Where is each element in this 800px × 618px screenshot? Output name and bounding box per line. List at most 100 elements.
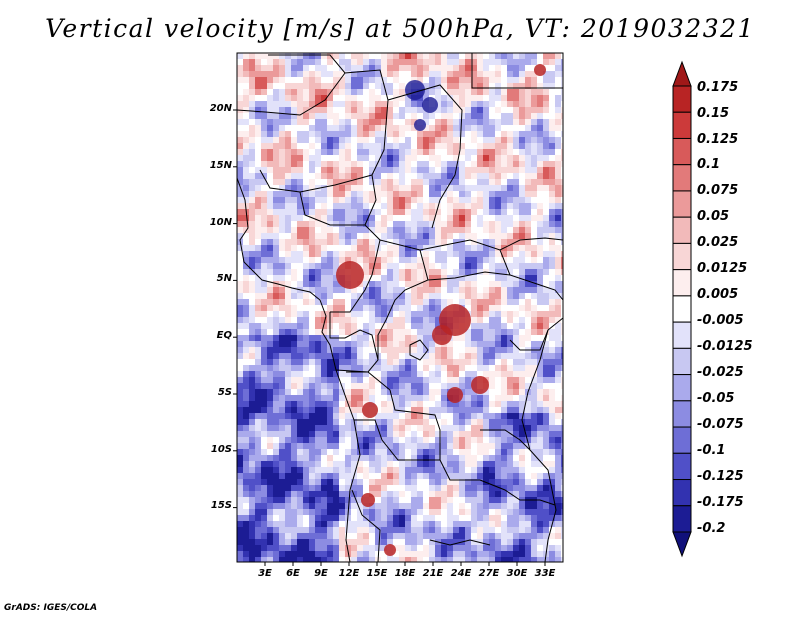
field-cell	[363, 473, 370, 480]
field-cell	[453, 461, 460, 468]
field-cell	[237, 233, 244, 240]
field-cell	[375, 179, 382, 186]
field-cell	[345, 197, 352, 204]
field-cell	[333, 95, 340, 102]
field-cell	[267, 311, 274, 318]
field-cell	[519, 137, 526, 144]
field-cell	[315, 419, 322, 426]
field-cell	[405, 509, 412, 516]
field-cell	[399, 467, 406, 474]
field-cell	[339, 317, 346, 324]
field-cell	[489, 203, 496, 210]
field-cell	[363, 227, 370, 234]
field-cell	[369, 131, 376, 138]
field-cell	[543, 419, 550, 426]
field-cell	[477, 221, 484, 228]
field-cell	[441, 263, 448, 270]
field-cell	[339, 473, 346, 480]
field-cell	[387, 203, 394, 210]
field-cell	[243, 509, 250, 516]
field-cell	[471, 443, 478, 450]
field-cell	[465, 281, 472, 288]
field-cell	[321, 251, 328, 258]
field-cell	[315, 119, 322, 126]
field-cell	[531, 131, 538, 138]
field-cell	[477, 479, 484, 486]
field-cell	[411, 149, 418, 156]
field-cell	[285, 191, 292, 198]
field-cell	[525, 545, 532, 552]
field-cell	[255, 539, 262, 546]
field-cell	[531, 137, 538, 144]
field-cell	[351, 77, 358, 84]
field-cell	[507, 539, 514, 546]
field-cell	[309, 137, 316, 144]
field-cell	[399, 203, 406, 210]
field-cell	[393, 191, 400, 198]
field-cell	[351, 479, 358, 486]
field-cell	[501, 215, 508, 222]
field-cell	[279, 377, 286, 384]
field-cell	[495, 341, 502, 348]
field-cell	[243, 65, 250, 72]
field-cell	[477, 53, 484, 60]
field-cell	[543, 413, 550, 420]
field-cell	[465, 551, 472, 558]
field-cell	[327, 425, 334, 432]
field-cell	[519, 311, 526, 318]
field-cell	[309, 335, 316, 342]
field-cell	[351, 251, 358, 258]
field-cell	[411, 389, 418, 396]
field-cell	[303, 467, 310, 474]
field-cell	[525, 275, 532, 282]
field-cell	[501, 425, 508, 432]
field-cell	[393, 317, 400, 324]
field-cell	[441, 371, 448, 378]
field-cell	[375, 419, 382, 426]
field-cell	[501, 491, 508, 498]
field-cell	[285, 467, 292, 474]
field-cell	[423, 131, 430, 138]
field-cell	[387, 233, 394, 240]
field-cell	[447, 53, 454, 60]
colorbar-swatch	[672, 400, 692, 428]
field-cell	[441, 347, 448, 354]
field-cell	[495, 515, 502, 522]
field-cell	[375, 203, 382, 210]
field-cell	[543, 203, 550, 210]
field-cell	[261, 503, 268, 510]
field-cell	[423, 551, 430, 558]
field-cell	[249, 179, 256, 186]
field-cell	[483, 101, 490, 108]
field-cell	[465, 521, 472, 528]
field-cell	[243, 359, 250, 366]
field-cell	[249, 101, 256, 108]
field-cell	[501, 323, 508, 330]
field-cell	[471, 83, 478, 90]
field-cell	[441, 287, 448, 294]
field-cell	[471, 179, 478, 186]
field-cell	[267, 275, 274, 282]
field-cell	[423, 485, 430, 492]
field-cell	[381, 419, 388, 426]
field-cell	[351, 149, 358, 156]
field-cell	[513, 401, 520, 408]
field-cell	[255, 515, 262, 522]
field-cell	[525, 329, 532, 336]
field-cell	[375, 209, 382, 216]
field-cell	[351, 467, 358, 474]
field-cell	[555, 389, 562, 396]
field-cell	[363, 335, 370, 342]
field-cell	[423, 83, 430, 90]
field-cell	[333, 149, 340, 156]
field-cell	[255, 155, 262, 162]
field-cell	[417, 413, 424, 420]
field-cell	[381, 89, 388, 96]
field-cell	[303, 533, 310, 540]
field-cell	[411, 197, 418, 204]
field-cell	[489, 299, 496, 306]
field-cell	[495, 197, 502, 204]
field-cell	[297, 317, 304, 324]
field-cell	[453, 473, 460, 480]
field-cell	[453, 359, 460, 366]
